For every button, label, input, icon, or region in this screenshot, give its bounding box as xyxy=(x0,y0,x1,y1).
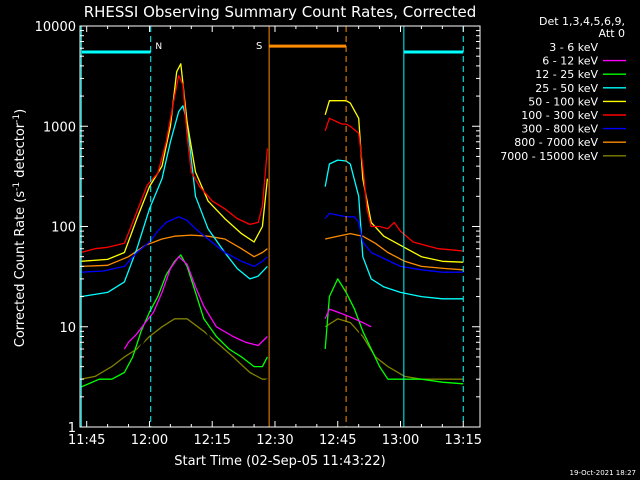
y-tick-label: 1 xyxy=(68,421,76,436)
x-tick-label: 13:15 xyxy=(445,433,482,448)
series-line-800-7000-kev xyxy=(80,232,464,271)
night-label: N xyxy=(155,42,162,52)
series-line-300-800-kev xyxy=(80,212,464,273)
y-tick-label: 100 xyxy=(51,221,76,236)
x-tick-label: 12:45 xyxy=(319,433,356,448)
chart-title: RHESSI Observing Summary Count Rates, Co… xyxy=(84,3,477,21)
legend-entry-label: 7000 - 15000 keV xyxy=(500,150,598,163)
x-tick-label: 11:45 xyxy=(68,433,105,448)
series-layer xyxy=(80,63,464,388)
legend-entry-label: 50 - 100 keV xyxy=(528,95,598,108)
legend-entry-label: 12 - 25 keV xyxy=(535,68,598,81)
legend-title: Att 0 xyxy=(599,27,625,40)
legend-entry-label: 800 - 7000 keV xyxy=(514,136,598,149)
series-line-6-12-kev xyxy=(123,256,372,350)
y-tick-label: 1000 xyxy=(43,120,76,135)
y-tick-label: 10000 xyxy=(35,20,76,35)
x-tick-label: 12:00 xyxy=(131,433,168,448)
x-axis-label: Start Time (02-Sep-05 11:43:22) xyxy=(174,454,385,469)
y-tick-label: 10 xyxy=(59,321,76,336)
series-line-7000-15000-kev xyxy=(80,318,464,380)
series-line-100-300-kev xyxy=(80,74,464,254)
legend-entry-label: 3 - 6 keV xyxy=(549,41,598,54)
series-line-25-50-kev xyxy=(80,105,464,300)
axis-ticks: 11:45 12:00 12:15 12:30 12:45 13:00 13:15 1 10 10… xyxy=(35,20,482,448)
x-tick-label: 13:00 xyxy=(382,433,419,448)
legend-entry-label: 100 - 300 keV xyxy=(521,109,598,122)
x-tick-label: 12:30 xyxy=(256,433,293,448)
legend-entry-label: 300 - 800 keV xyxy=(521,123,598,136)
saa-label: S xyxy=(256,41,262,52)
x-tick-label: 12:15 xyxy=(193,433,230,448)
legend-entry-label: 6 - 12 keV xyxy=(542,55,598,68)
legend-title: Det 1,3,4,5,6,9, xyxy=(539,15,625,28)
legend-entry-label: 25 - 50 keV xyxy=(535,82,598,95)
y-axis-label: Corrected Count Rate (s-1 detector-1) xyxy=(12,109,28,347)
generation-timestamp: 19-Oct-2021 18:27 xyxy=(570,469,636,477)
